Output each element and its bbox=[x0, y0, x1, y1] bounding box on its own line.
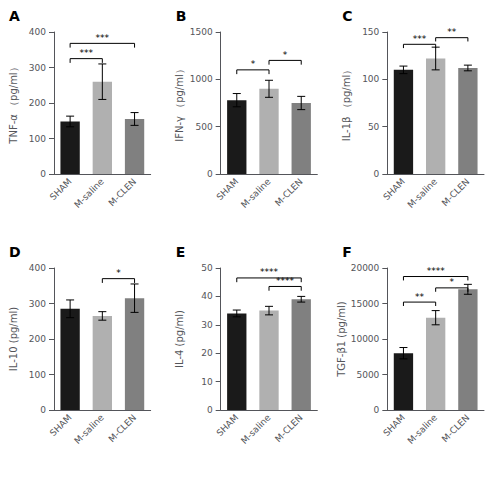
svg-text:****: **** bbox=[427, 266, 446, 276]
svg-text:30: 30 bbox=[201, 320, 213, 330]
svg-text:M-saline: M-saline bbox=[406, 176, 440, 210]
svg-text:*: * bbox=[116, 268, 121, 278]
svg-text:50: 50 bbox=[368, 122, 380, 132]
svg-text:IL-4 (pg/ml): IL-4 (pg/ml) bbox=[174, 310, 185, 368]
svg-text:SHAM: SHAM bbox=[381, 412, 407, 438]
svg-text:0: 0 bbox=[40, 169, 46, 179]
svg-text:M-saline: M-saline bbox=[239, 412, 273, 446]
svg-text:20000: 20000 bbox=[351, 263, 380, 273]
svg-text:A: A bbox=[9, 8, 20, 24]
svg-text:M-CLEN: M-CLEN bbox=[273, 176, 305, 208]
svg-text:0: 0 bbox=[374, 405, 380, 415]
svg-text:40: 40 bbox=[201, 291, 213, 301]
svg-text:M-CLEN: M-CLEN bbox=[107, 176, 139, 208]
svg-text:300: 300 bbox=[29, 63, 46, 73]
svg-text:0: 0 bbox=[40, 405, 46, 415]
svg-text:IL-1β （pg/ml）: IL-1β （pg/ml） bbox=[341, 65, 352, 141]
svg-text:0: 0 bbox=[374, 169, 380, 179]
svg-text:F: F bbox=[342, 244, 352, 260]
svg-text:10: 10 bbox=[201, 377, 213, 387]
svg-text:D: D bbox=[9, 244, 21, 260]
svg-text:E: E bbox=[176, 244, 186, 260]
svg-text:IL-10 (pg/ml): IL-10 (pg/ml) bbox=[8, 307, 19, 371]
svg-text:400: 400 bbox=[29, 263, 46, 273]
svg-text:M-CLEN: M-CLEN bbox=[107, 412, 139, 444]
svg-text:TGF-β1 (pg/ml): TGF-β1 (pg/ml) bbox=[336, 301, 347, 378]
svg-text:M-saline: M-saline bbox=[72, 412, 106, 446]
svg-text:TNF-α （pg/ml）: TNF-α （pg/ml） bbox=[8, 62, 19, 144]
svg-text:300: 300 bbox=[29, 299, 46, 309]
svg-text:SHAM: SHAM bbox=[215, 412, 241, 438]
svg-text:*: * bbox=[450, 277, 455, 287]
svg-text:1000: 1000 bbox=[190, 74, 213, 84]
svg-text:M-saline: M-saline bbox=[406, 412, 440, 446]
svg-text:150: 150 bbox=[362, 27, 379, 37]
svg-text:0: 0 bbox=[207, 405, 213, 415]
svg-text:100: 100 bbox=[29, 370, 46, 380]
svg-text:**: ** bbox=[415, 292, 425, 302]
svg-text:15000: 15000 bbox=[351, 299, 380, 309]
svg-text:M-saline: M-saline bbox=[72, 176, 106, 210]
svg-text:***: *** bbox=[79, 48, 93, 58]
svg-text:0: 0 bbox=[207, 169, 213, 179]
svg-text:***: *** bbox=[96, 33, 110, 43]
svg-text:200: 200 bbox=[29, 334, 46, 344]
svg-text:100: 100 bbox=[29, 134, 46, 144]
svg-text:****: **** bbox=[276, 276, 295, 286]
svg-text:*: * bbox=[251, 59, 256, 69]
svg-text:**: ** bbox=[447, 27, 457, 37]
svg-text:50: 50 bbox=[201, 263, 213, 273]
svg-text:SHAM: SHAM bbox=[381, 176, 407, 202]
svg-text:400: 400 bbox=[29, 27, 46, 37]
svg-text:500: 500 bbox=[195, 122, 212, 132]
svg-text:SHAM: SHAM bbox=[215, 176, 241, 202]
svg-text:SHAM: SHAM bbox=[48, 412, 74, 438]
svg-text:B: B bbox=[176, 8, 187, 24]
svg-text:5000: 5000 bbox=[356, 370, 379, 380]
svg-text:M-CLEN: M-CLEN bbox=[273, 412, 305, 444]
svg-text:10000: 10000 bbox=[351, 334, 380, 344]
svg-text:M-CLEN: M-CLEN bbox=[440, 176, 472, 208]
svg-text:C: C bbox=[342, 8, 352, 24]
svg-text:M-saline: M-saline bbox=[239, 176, 273, 210]
svg-text:***: *** bbox=[413, 34, 427, 44]
svg-text:200: 200 bbox=[29, 98, 46, 108]
svg-text:20: 20 bbox=[201, 348, 213, 358]
svg-text:M-CLEN: M-CLEN bbox=[440, 412, 472, 444]
svg-text:1500: 1500 bbox=[190, 27, 213, 37]
svg-text:100: 100 bbox=[362, 74, 379, 84]
svg-text:SHAM: SHAM bbox=[48, 176, 74, 202]
svg-text:*: * bbox=[283, 50, 288, 60]
svg-text:IFN-γ （pg/ml）: IFN-γ （pg/ml） bbox=[174, 64, 185, 141]
